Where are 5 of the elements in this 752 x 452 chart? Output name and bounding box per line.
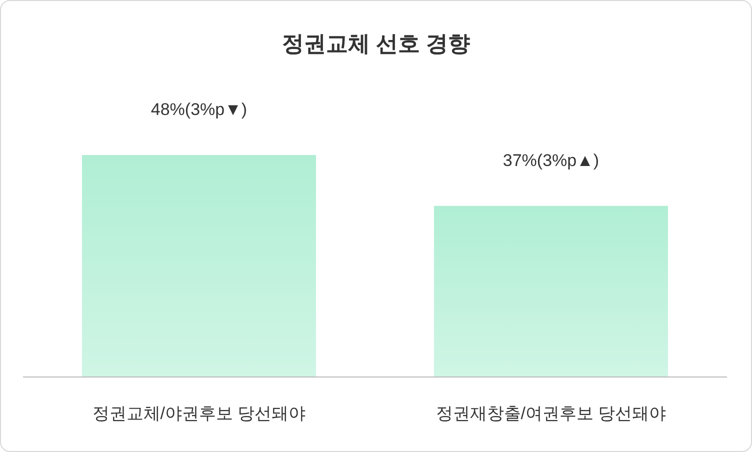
- data-label: 37%(3%p▲): [502, 150, 600, 170]
- data-label: 48%(3%p▼): [150, 100, 248, 119]
- x-tick-label: 정권재창출/여권후보 당선돼야: [436, 404, 666, 424]
- chart-title: 정권교체 선호 경향: [280, 30, 472, 58]
- x-tick-label: 정권교체/야권후보 당선돼야: [92, 404, 306, 424]
